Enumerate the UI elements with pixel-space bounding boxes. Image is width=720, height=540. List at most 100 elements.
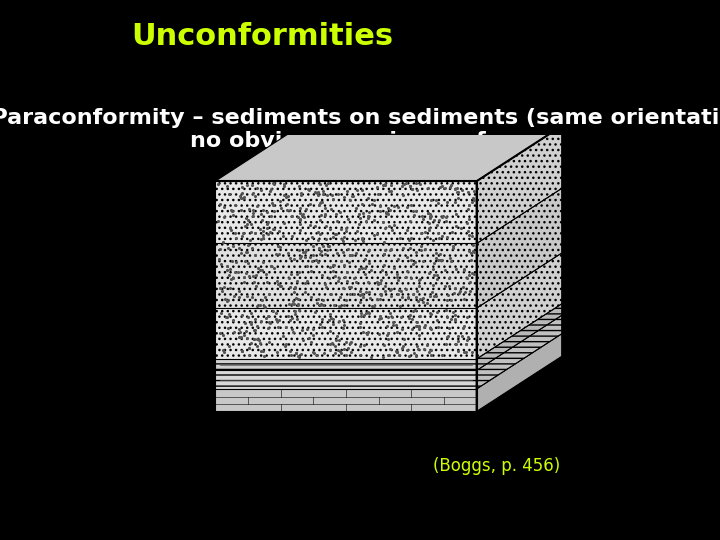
Point [379,224,391,233]
Point [292,352,304,361]
Point [406,185,418,193]
Point [304,185,315,194]
Point [277,232,289,240]
Point [315,299,327,308]
Point [391,348,402,356]
Point [418,257,429,266]
Point [233,325,245,334]
Point [255,186,266,194]
Point [468,269,480,278]
Point [408,207,419,215]
Point [267,200,279,209]
Point [456,332,468,340]
Point [333,276,344,285]
Point [304,200,315,208]
Point [354,318,366,327]
Point [388,264,400,273]
Point [278,219,289,228]
Point [348,289,360,298]
Point [248,334,259,343]
Point [285,269,297,278]
Point [297,247,309,256]
Point [445,296,456,305]
Point [362,214,374,222]
Text: 100 Ma: 100 Ma [566,284,622,303]
Point [226,257,238,266]
Point [242,313,253,321]
Point [354,219,365,228]
Point [312,187,323,196]
Point [334,208,346,217]
Point [413,345,424,353]
Point [426,346,437,354]
Point [356,264,368,272]
Point [291,277,302,286]
Point [379,260,390,269]
Point [410,248,421,256]
Point [312,235,323,244]
Point [467,241,479,250]
Point [270,249,282,258]
Point [378,181,390,190]
Point [384,205,396,214]
Point [290,294,302,302]
Point [256,295,268,304]
Point [279,179,290,188]
Point [300,287,311,296]
Point [212,180,223,188]
Point [262,230,274,239]
Point [256,266,268,274]
Point [227,273,238,282]
Point [286,325,297,334]
Point [292,212,304,221]
Point [245,220,256,228]
Point [218,282,230,291]
Point [341,350,352,359]
Point [441,333,453,341]
Point [397,181,408,190]
Point [358,341,369,350]
Point [422,184,433,192]
Point [371,294,382,303]
Point [449,198,461,207]
Point [294,253,306,262]
Point [333,190,344,198]
Point [415,228,426,237]
Point [418,345,430,353]
Point [254,266,266,274]
Point [275,204,287,213]
Point [312,299,323,308]
Point [349,235,361,244]
Point [327,195,338,204]
Point [315,211,326,220]
Point [283,299,294,308]
Point [400,179,412,187]
Point [323,274,335,282]
Point [315,215,326,224]
Point [259,293,271,301]
Point [261,224,273,232]
Point [444,324,455,333]
Point [256,316,267,325]
Point [356,289,367,298]
Point [294,226,305,234]
Point [439,184,451,192]
Point [421,299,433,307]
Point [371,182,382,191]
Point [454,286,466,295]
Point [434,183,446,191]
Point [261,208,273,217]
Point [248,278,260,287]
Point [362,193,374,202]
Point [236,231,248,240]
Point [397,325,408,333]
Point [380,208,392,217]
Point [403,352,415,360]
Point [342,245,354,254]
Point [387,321,399,329]
Bar [215,359,477,370]
Point [225,264,236,273]
Text: (Boggs, p. 456): (Boggs, p. 456) [433,457,560,475]
Point [411,342,423,350]
Point [425,325,436,334]
